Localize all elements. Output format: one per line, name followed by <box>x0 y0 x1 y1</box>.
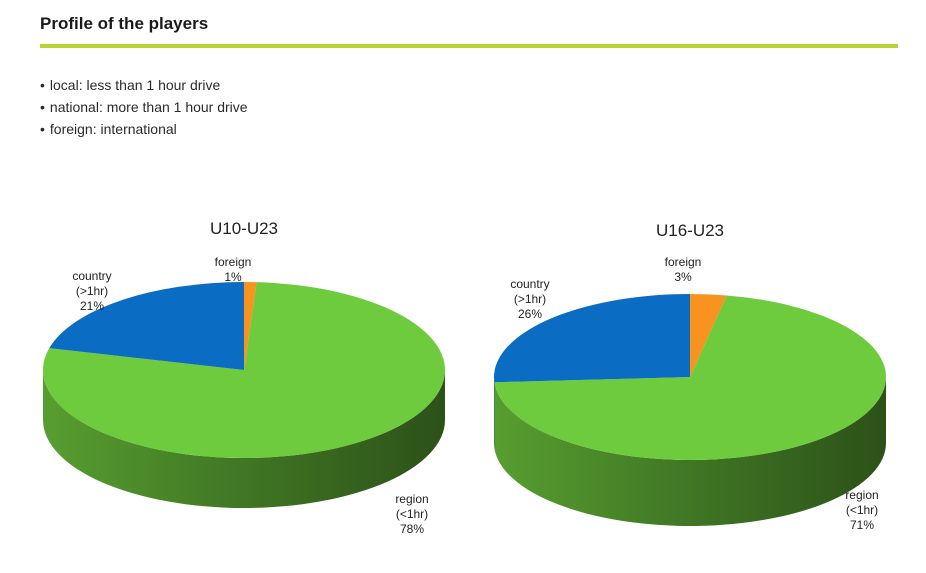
pie-slice-region <box>494 295 886 461</box>
data-label-region: region (<1hr) 78% <box>395 492 428 536</box>
pie-chart-1: U10-U23 foreign 1% region (<1hr) 78% country (>… <box>42 219 446 536</box>
pie-side-region <box>43 370 445 508</box>
data-label-country: country (>1hr) 26% <box>510 277 549 321</box>
pie-slice-country <box>49 282 244 370</box>
note-foreign: foreign: international <box>40 118 248 140</box>
data-label-country: country (>1hr) 21% <box>72 269 111 313</box>
pie-slice-foreign <box>690 294 727 377</box>
pie-side-region <box>494 377 886 527</box>
legend-notes: local: less than 1 hour drive national: … <box>40 74 248 140</box>
data-label-region: region (<1hr) 71% <box>845 488 878 532</box>
data-label-foreign: foreign 1% <box>215 255 252 284</box>
title-divider <box>40 44 898 48</box>
chart-title: U10-U23 <box>210 219 278 238</box>
page-title: Profile of the players <box>40 14 209 33</box>
pie-slice-region <box>42 282 446 458</box>
chart-title: U16-U23 <box>656 221 724 240</box>
note-national: national: more than 1 hour drive <box>40 96 248 118</box>
pie-slice-country <box>493 294 690 383</box>
note-local: local: less than 1 hour drive <box>40 74 248 96</box>
pie-slice-foreign <box>244 282 257 370</box>
pie-chart-2: U16-U23 foreign 3% region (<1hr) 71% country (>… <box>493 221 886 532</box>
data-label-foreign: foreign 3% <box>665 255 702 284</box>
